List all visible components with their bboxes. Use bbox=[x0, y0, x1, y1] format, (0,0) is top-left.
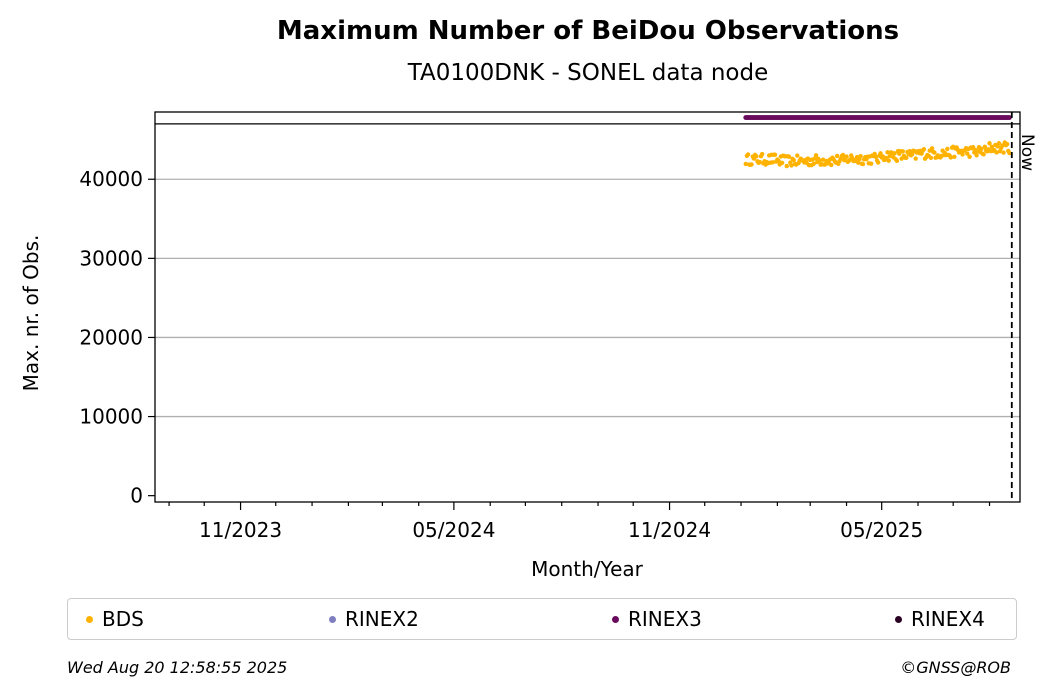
axes-layer: 0 10000 20000 30000 40000 11/2023 05/2024 11/20… bbox=[79, 111, 1037, 542]
bds-point bbox=[860, 161, 866, 167]
bds-point bbox=[1000, 143, 1005, 148]
rinex3-point bbox=[1007, 115, 1012, 120]
legend-label-rinex2: RINEX2 bbox=[345, 607, 419, 631]
bds-point bbox=[885, 150, 890, 155]
bds-point bbox=[754, 154, 759, 159]
bds-point bbox=[743, 161, 748, 167]
footer-credit: ©GNSS@ROB bbox=[900, 658, 1011, 677]
bds-point bbox=[834, 153, 840, 159]
bds-point bbox=[965, 151, 970, 156]
bds-point bbox=[795, 153, 800, 158]
bds-point bbox=[858, 154, 863, 159]
chart-subtitle: TA0100DNK - SONEL data node bbox=[407, 60, 769, 86]
bds-point bbox=[892, 151, 897, 156]
chart-title: Maximum Number of BeiDou Observations bbox=[276, 16, 900, 46]
legend-item-rinex4: RINEX4 bbox=[895, 599, 985, 639]
bds-point bbox=[952, 154, 957, 160]
bds-point bbox=[929, 146, 935, 151]
bds-point bbox=[820, 157, 826, 162]
bds-point bbox=[997, 148, 1003, 154]
bds-point bbox=[856, 160, 861, 165]
bds-point bbox=[982, 144, 988, 150]
bds-point bbox=[907, 148, 913, 154]
bds-point bbox=[960, 152, 965, 157]
legend-item-rinex2: RINEX2 bbox=[329, 599, 419, 639]
bds-point bbox=[945, 146, 950, 152]
bds-point bbox=[967, 154, 972, 160]
bds-point bbox=[770, 160, 775, 165]
bds-point bbox=[894, 158, 900, 163]
footer-timestamp: Wed Aug 20 12:58:55 2025 bbox=[67, 658, 288, 677]
bds-point bbox=[994, 150, 999, 155]
bds-point bbox=[789, 163, 794, 168]
bds-point bbox=[1007, 150, 1012, 156]
bds-marker-icon bbox=[86, 615, 93, 623]
rinex4-marker-icon bbox=[895, 615, 902, 623]
legend-label-rinex4: RINEX4 bbox=[911, 607, 985, 631]
bds-point bbox=[844, 154, 849, 159]
bds-point bbox=[932, 150, 937, 155]
bds-point bbox=[913, 156, 918, 161]
bds-point bbox=[904, 155, 909, 160]
x-axis-label: Month/Year bbox=[531, 557, 644, 581]
bds-point bbox=[745, 152, 751, 157]
legend: BDS RINEX2 RINEX3 RINEX4 bbox=[67, 598, 1017, 640]
bds-point bbox=[974, 153, 979, 158]
bds-point bbox=[776, 158, 781, 164]
now-label: Now bbox=[1017, 134, 1037, 171]
legend-label-bds: BDS bbox=[102, 607, 144, 631]
bds-point bbox=[887, 153, 893, 159]
legend-label-rinex3: RINEX3 bbox=[628, 607, 702, 631]
marks-layer bbox=[743, 115, 1012, 169]
bds-point bbox=[900, 149, 905, 154]
bds-point bbox=[981, 152, 986, 157]
bds-point bbox=[873, 154, 879, 159]
bds-point bbox=[880, 154, 886, 159]
y-tick-label-30000: 30000 bbox=[79, 246, 143, 270]
bds-point bbox=[779, 160, 785, 166]
bds-point bbox=[1004, 141, 1010, 147]
y-axis-label: Max. nr. of Obs. bbox=[19, 235, 43, 392]
bds-point bbox=[921, 147, 927, 152]
bds-point bbox=[928, 155, 934, 161]
bds-point bbox=[757, 159, 762, 165]
y-tick-label-20000: 20000 bbox=[79, 325, 143, 349]
bds-point bbox=[886, 158, 891, 163]
bds-point bbox=[817, 158, 822, 163]
bds-point bbox=[811, 161, 816, 167]
x-tick-label-11/2024: 11/2024 bbox=[628, 518, 711, 542]
bds-point bbox=[996, 141, 1002, 146]
bds-point bbox=[1001, 150, 1006, 155]
bds-point bbox=[749, 162, 754, 167]
bds-point bbox=[784, 163, 789, 169]
legend-item-rinex3: RINEX3 bbox=[612, 599, 702, 639]
bds-point bbox=[989, 144, 995, 150]
y-tick-label-0: 0 bbox=[130, 484, 143, 508]
bds-point bbox=[829, 162, 834, 168]
x-tick-label-05/2025: 05/2025 bbox=[840, 518, 923, 542]
bds-point bbox=[979, 146, 984, 152]
bds-point bbox=[772, 152, 778, 157]
bds-point bbox=[791, 157, 796, 163]
rinex2-marker-icon bbox=[329, 615, 336, 623]
bds-point bbox=[875, 160, 881, 165]
plot-frame bbox=[154, 111, 1021, 503]
x-tick-label-11/2023: 11/2023 bbox=[199, 518, 282, 542]
bds-point bbox=[759, 151, 765, 157]
bds-point bbox=[987, 141, 992, 146]
bds-point bbox=[948, 155, 954, 160]
bds-point bbox=[840, 152, 846, 158]
x-tick-label-05/2024: 05/2024 bbox=[412, 518, 495, 542]
grid-layer bbox=[155, 178, 1020, 418]
bds-point bbox=[786, 154, 792, 159]
y-tick-label-10000: 10000 bbox=[79, 405, 143, 429]
y-tick-label-40000: 40000 bbox=[79, 167, 143, 191]
bds-point bbox=[813, 153, 819, 158]
rinex3-marker-icon bbox=[612, 615, 619, 623]
legend-item-bds: BDS bbox=[86, 599, 144, 639]
bds-point bbox=[909, 151, 915, 157]
bds-point bbox=[878, 151, 883, 156]
bds-point bbox=[868, 161, 874, 166]
